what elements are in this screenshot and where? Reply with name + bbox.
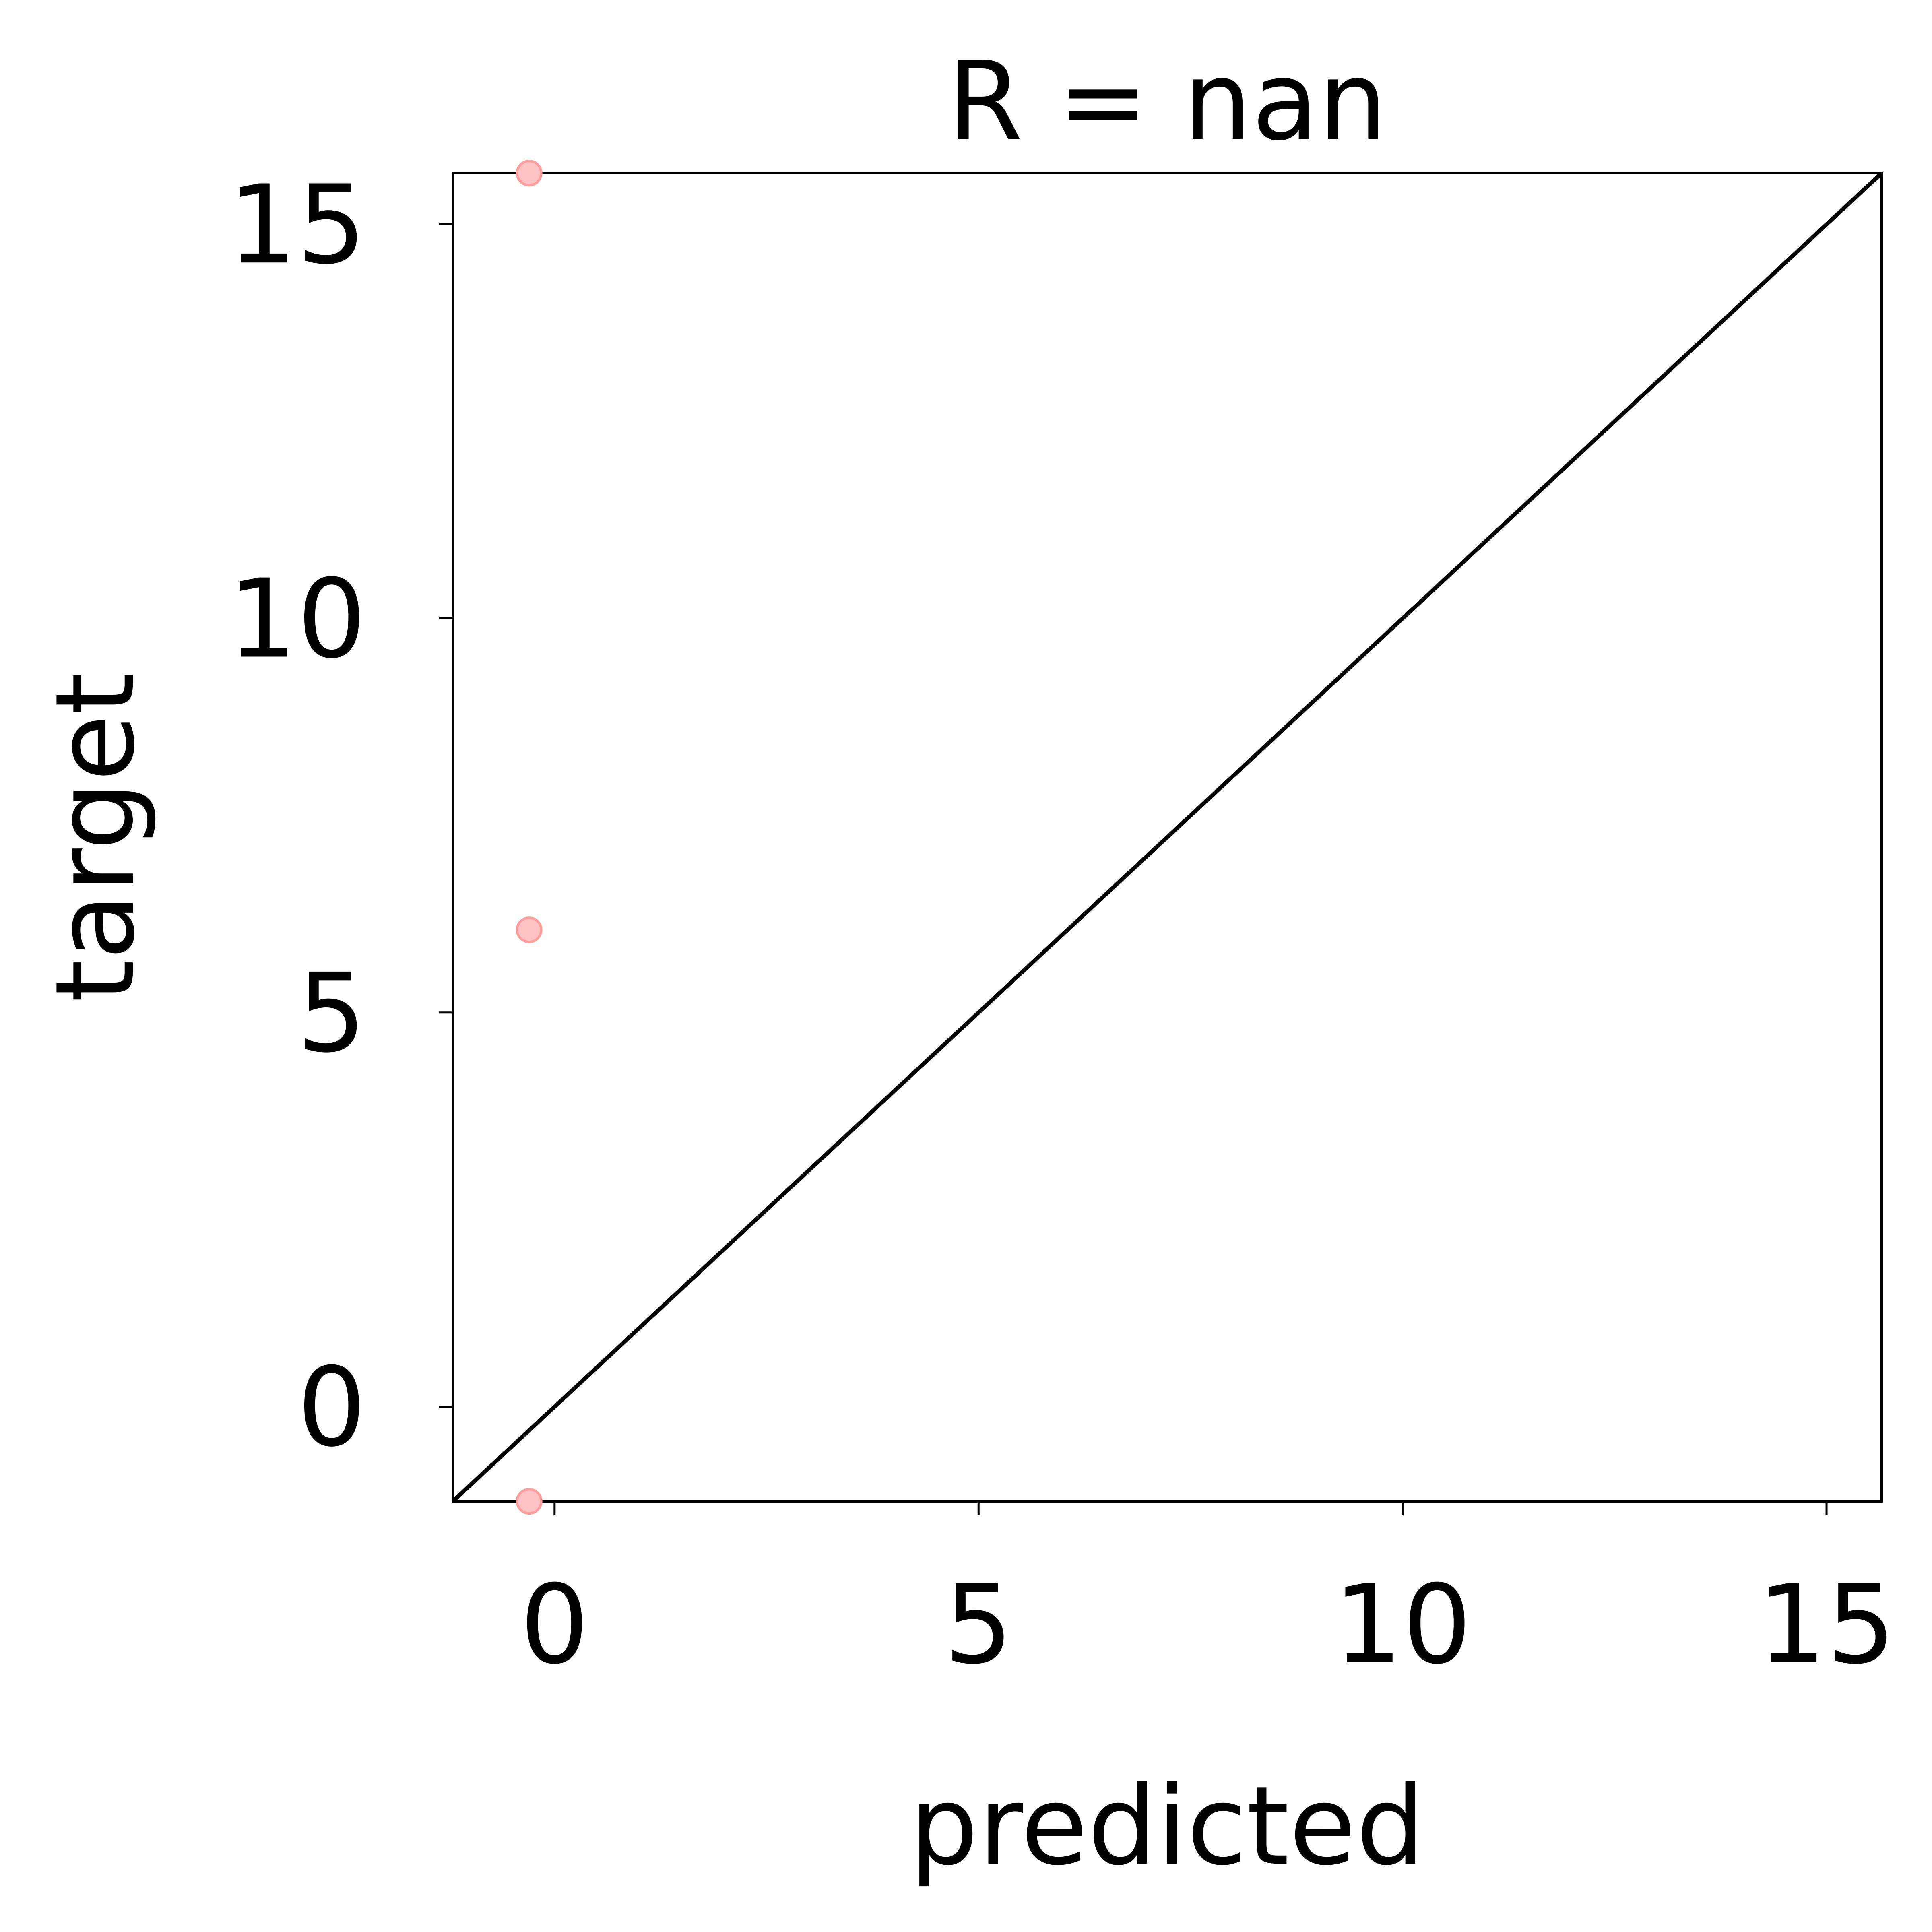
scatter-point [516,1488,543,1515]
scatter-point [516,160,543,186]
y-axis-ticks: 0 5 10 15 [228,161,453,1471]
x-axis-label: predicted [910,1763,1425,1889]
chart-title: R = nan [947,38,1387,165]
plot-area [452,172,1883,1503]
y-tick-label: 0 [297,1344,366,1471]
y-tick-label: 10 [228,556,366,683]
x-tick-label: 5 [944,1561,1013,1688]
x-tick-label: 15 [1757,1561,1896,1688]
y-tick-label: 15 [228,161,366,288]
scatter-point [516,916,543,943]
x-tick-label: 0 [520,1561,589,1688]
scatter-points [516,160,543,1515]
y-tick-label: 5 [297,950,366,1077]
y-axis-label: target [32,672,159,1003]
identity-reference-line [451,171,1883,1503]
x-tick-label: 10 [1333,1561,1472,1688]
x-axis-ticks: 0 5 10 15 [520,1501,1896,1688]
